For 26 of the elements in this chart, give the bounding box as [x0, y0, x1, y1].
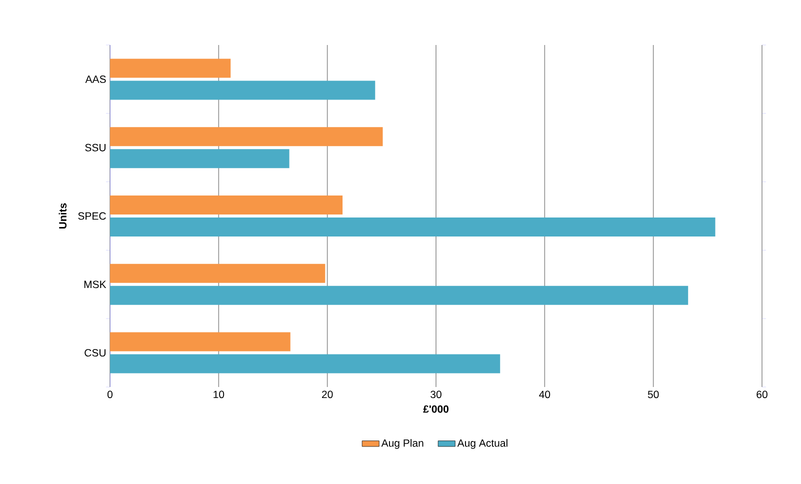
bar — [110, 354, 500, 374]
bar — [110, 286, 688, 305]
y-tick-label: AAS — [85, 75, 106, 83]
bar — [110, 332, 290, 352]
bar — [110, 196, 343, 215]
y-axis-title: Units — [58, 203, 67, 229]
legend-label: Aug Actual — [457, 439, 508, 449]
bar — [110, 264, 326, 283]
x-tick-label: 20 — [322, 390, 333, 398]
bar — [110, 127, 383, 146]
bar — [110, 218, 716, 237]
x-tick-label: 40 — [539, 390, 550, 398]
x-tick-label: 60 — [756, 390, 768, 398]
y-tick-label: SSU — [85, 144, 106, 152]
legend-label: Aug Plan — [381, 439, 424, 449]
x-tick-label: 50 — [648, 390, 659, 398]
bar — [110, 58, 231, 78]
y-tick-label: SPEC — [78, 212, 106, 220]
x-axis-title: £'000 — [423, 405, 448, 413]
y-tick-label: MSK — [84, 280, 106, 288]
x-tick-label: 30 — [430, 390, 442, 398]
x-tick-label: 10 — [214, 390, 224, 398]
x-tick-label: 0 — [107, 390, 113, 398]
y-tick-label: CSU — [84, 349, 106, 357]
bar — [110, 149, 290, 168]
bar — [110, 80, 376, 100]
